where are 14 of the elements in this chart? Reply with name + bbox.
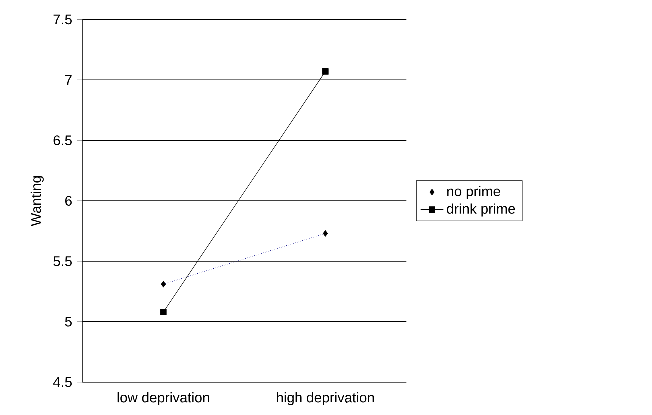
point (160, 309, 167, 316)
y-tick-label: 5.5 (54, 256, 72, 266)
point (322, 68, 329, 75)
y-tick-label: 6.5 (54, 136, 72, 146)
legend-label: drink prime (447, 204, 516, 217)
y-tick-label: 6 (66, 196, 72, 206)
y-tick-label: 7.5 (54, 14, 72, 25)
y-tick-label: 5 (65, 317, 72, 327)
x-tick-label: high deprivation (277, 392, 374, 406)
legend-label: no prime (447, 186, 500, 200)
y-axis-title: Wanting (30, 176, 44, 226)
x-tick-label: low deprivation (118, 392, 210, 406)
y-tick-label: 7 (66, 75, 72, 85)
y-tick-label: 4.5 (53, 377, 72, 388)
